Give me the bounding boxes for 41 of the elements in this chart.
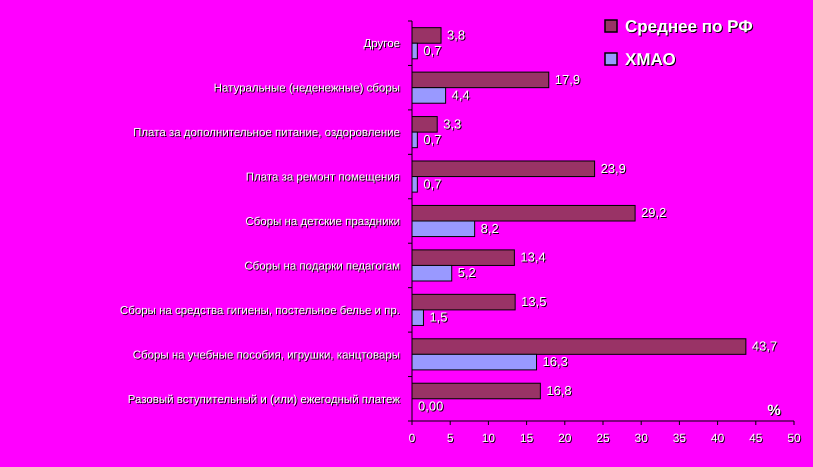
data-label: 16,3 [542, 354, 568, 370]
x-tick-label: 40 [710, 431, 725, 445]
legend-label: ХМАО [625, 50, 676, 69]
y-tick-label: Сборы на детские праздники [245, 216, 400, 228]
x-tick-label: 15 [520, 431, 534, 445]
data-label: 13,4 [520, 250, 546, 265]
y-tick-label: Другое [363, 38, 400, 50]
y-tick-label: Сборы на подарки педагогам [244, 260, 400, 272]
x-tick-label: 30 [634, 431, 648, 445]
data-label: 8,2 [480, 220, 499, 236]
x-tick-label: 35 [672, 431, 686, 445]
legend-label: Среднее по РФ [626, 18, 754, 37]
y-tick-label: Сборы на учебные пособия, игрушки, канцтовары [132, 349, 400, 362]
x-tick-label: 20 [558, 431, 572, 445]
data-label: 17,9 [554, 72, 580, 87]
data-label: 13,5 [521, 294, 546, 310]
data-label: 0,7 [423, 43, 442, 58]
y-tick-label: Натуральные (неденежные) сборы [214, 82, 400, 95]
y-tick-label: Плата за дополнительное питание, оздоровление [133, 127, 400, 140]
data-label: 0,7 [423, 176, 442, 192]
y-tick-label: Плата за ремонт помещения [246, 172, 400, 184]
x-tick-label: 45 [749, 431, 763, 445]
y-tick-label: Сборы на средства гигиены, постельное белье и пр. [120, 304, 400, 317]
x-tick-label: 0 [408, 431, 416, 445]
x-tick-label: 50 [787, 431, 801, 445]
data-label: 4,4 [452, 87, 470, 102]
data-label: 3,3 [443, 116, 462, 132]
x-tick-label: 10 [482, 431, 496, 445]
data-label: 5,2 [458, 265, 476, 280]
x-tick-label: 25 [596, 431, 610, 445]
data-label: 29,2 [641, 205, 666, 220]
x-axis-title: % [768, 403, 782, 420]
data-label: 0,7 [423, 132, 442, 147]
y-tick-label: Разовый вступительный и (или) ежегодный платеж [128, 394, 400, 406]
data-label: 1,5 [429, 310, 448, 325]
data-label: 23,9 [600, 160, 626, 176]
data-label: 0,00 [418, 398, 444, 414]
data-label: 16,8 [546, 383, 572, 398]
data-label: 43,7 [752, 338, 778, 354]
x-tick-label: 5 [446, 431, 454, 445]
data-label: 3,8 [447, 27, 466, 42]
